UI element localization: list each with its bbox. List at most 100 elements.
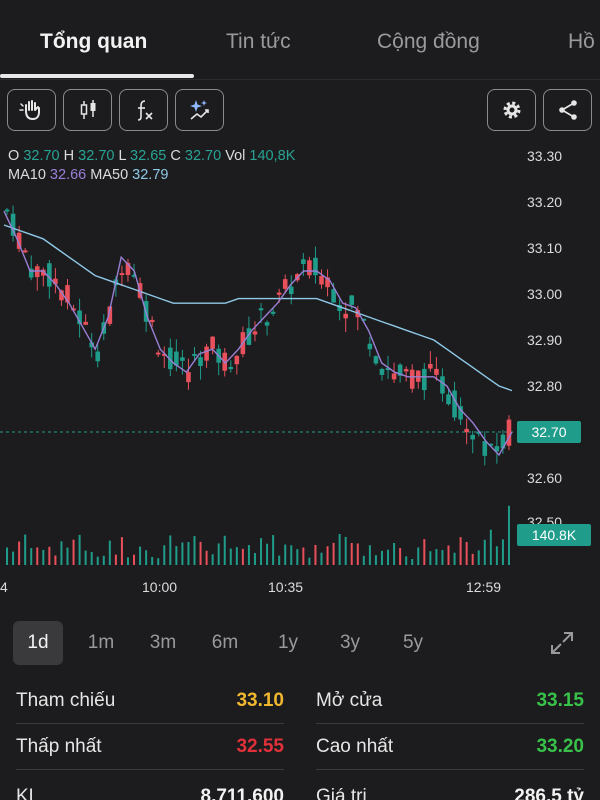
volume-bar bbox=[241, 548, 244, 565]
y-tick-label: 33.00 bbox=[527, 286, 563, 302]
volume-bar bbox=[429, 551, 432, 565]
share-button[interactable] bbox=[543, 89, 592, 131]
candle-body bbox=[452, 390, 457, 418]
volume-bar bbox=[181, 542, 184, 565]
stat-label: KL bbox=[16, 786, 40, 800]
volume-bar bbox=[326, 546, 329, 565]
range-3y[interactable]: 3y bbox=[339, 632, 361, 653]
candle-body bbox=[186, 372, 191, 383]
tab-news[interactable]: Tin tức bbox=[226, 30, 291, 53]
volume-bar bbox=[296, 549, 299, 565]
chart-toolbar bbox=[0, 84, 600, 138]
volume-bar bbox=[393, 543, 396, 565]
volume-bar bbox=[199, 541, 202, 565]
volume-bar bbox=[284, 544, 287, 565]
volume-bar bbox=[368, 545, 371, 565]
candle-body bbox=[264, 322, 270, 326]
candle-body bbox=[434, 368, 439, 375]
stat-low: Thấp nhất 32.55 bbox=[16, 726, 284, 770]
hand-tool-button[interactable] bbox=[7, 89, 56, 131]
volume-bar bbox=[145, 550, 148, 565]
expand-icon[interactable] bbox=[548, 629, 576, 657]
range-3m[interactable]: 3m bbox=[149, 632, 177, 653]
ai-analysis-button[interactable] bbox=[175, 89, 224, 131]
volume-bar bbox=[489, 529, 492, 565]
candle-body bbox=[458, 406, 463, 420]
volume-bar bbox=[253, 553, 256, 565]
volume-bar bbox=[302, 547, 305, 565]
range-1m[interactable]: 1m bbox=[87, 632, 115, 653]
candle-body bbox=[149, 319, 155, 323]
volume-bar bbox=[320, 552, 323, 565]
candlestick-button[interactable] bbox=[63, 89, 112, 131]
stat-reference: Tham chiếu 33.10 bbox=[16, 680, 284, 724]
candle-body bbox=[47, 263, 52, 287]
candle-body bbox=[252, 331, 258, 335]
volume-bar bbox=[157, 558, 160, 565]
candle-body bbox=[22, 250, 28, 253]
candle-body bbox=[397, 364, 403, 376]
volume-bar bbox=[314, 544, 317, 565]
ma50-line bbox=[3, 224, 513, 392]
indicator-button[interactable] bbox=[119, 89, 168, 131]
volume-bar bbox=[501, 539, 504, 565]
volume-bar bbox=[126, 557, 129, 565]
range-1y[interactable]: 1y bbox=[277, 632, 299, 653]
candle-body bbox=[246, 328, 252, 345]
stat-label: Giá trị bbox=[316, 786, 367, 800]
volume-bar bbox=[12, 551, 15, 565]
high-label: H bbox=[63, 148, 75, 164]
ma10-label: MA10 bbox=[8, 167, 46, 183]
ma10-line bbox=[3, 210, 513, 457]
volume-bar bbox=[423, 539, 426, 565]
range-selector: 1d 1m 3m 6m 1y 3y 5y bbox=[0, 615, 600, 675]
sparkle-chart-icon bbox=[189, 100, 209, 120]
candle-body bbox=[95, 351, 101, 362]
top-tabs: Tổng quan Tin tức Cộng đồng Hồ bbox=[0, 0, 600, 80]
candle-body bbox=[446, 394, 451, 405]
stats-panel: Tham chiếu 33.10 Mở cửa 33.15 Thấp nhất … bbox=[0, 676, 600, 800]
volume-label: Vol bbox=[225, 148, 246, 164]
chart-canvas[interactable] bbox=[0, 140, 600, 610]
open-label: O bbox=[8, 148, 20, 164]
current-price-tag: 32.70 bbox=[517, 421, 581, 443]
volume-bar bbox=[120, 537, 123, 565]
volume-bar bbox=[133, 554, 136, 565]
candle-body bbox=[373, 356, 379, 364]
volume-bar bbox=[24, 534, 27, 565]
candle-body bbox=[313, 257, 318, 276]
volume-bar bbox=[362, 555, 365, 565]
tab-overview[interactable]: Tổng quan bbox=[40, 30, 148, 53]
settings-button[interactable] bbox=[487, 89, 536, 131]
volume-bar bbox=[36, 547, 39, 565]
volume-bar bbox=[54, 555, 57, 565]
tab-community[interactable]: Cộng đồng bbox=[377, 30, 480, 53]
close-value: 32.70 bbox=[184, 148, 222, 164]
tab-partial[interactable]: Hồ bbox=[568, 30, 595, 53]
volume-bar bbox=[453, 552, 456, 565]
stat-value: 286,5 tỷ bbox=[514, 786, 584, 800]
candle-body bbox=[161, 353, 167, 356]
range-1d[interactable]: 1d bbox=[13, 621, 63, 665]
candle-body bbox=[482, 441, 488, 456]
candle-body bbox=[337, 304, 342, 311]
candle-body bbox=[488, 443, 494, 446]
volume-bar bbox=[169, 535, 172, 565]
volume-bar bbox=[465, 541, 468, 565]
x-tick-label: 10:35 bbox=[268, 579, 304, 595]
volume-bar bbox=[350, 542, 353, 565]
volume-bar bbox=[211, 554, 214, 565]
volume-bar bbox=[78, 534, 81, 565]
y-tick-label: 32.60 bbox=[527, 470, 563, 486]
candle-body bbox=[476, 431, 482, 434]
volume-bar bbox=[84, 550, 87, 565]
volume-bar bbox=[114, 554, 117, 565]
volume-bar bbox=[380, 550, 383, 565]
range-6m[interactable]: 6m bbox=[211, 632, 239, 653]
candle-body bbox=[494, 446, 500, 452]
ohlc-legend: O 32.70 H 32.70 L 32.65 C 32.70 Vol 140,… bbox=[8, 148, 295, 164]
volume-value: 140,8K bbox=[249, 148, 296, 164]
candle-body bbox=[168, 347, 173, 370]
range-5y[interactable]: 5y bbox=[402, 632, 424, 653]
price-chart[interactable]: O 32.70 H 32.70 L 32.65 C 32.70 Vol 140,… bbox=[0, 140, 600, 610]
